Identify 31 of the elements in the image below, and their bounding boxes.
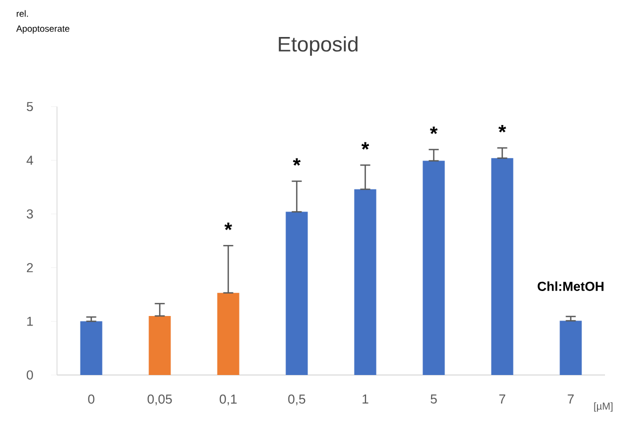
- chart-title: Etoposid: [278, 36, 358, 56]
- bar: [354, 189, 376, 375]
- text: rel. Apoptoserate: [16, 10, 70, 34]
- x-tick-label: 7: [499, 394, 506, 404]
- x-tick-label: 5: [430, 394, 437, 404]
- bar: [80, 321, 102, 375]
- y-tick-label: 2: [26, 263, 33, 272]
- bar: [148, 316, 171, 375]
- annotation: *: [498, 124, 506, 132]
- annotation: *: [361, 142, 370, 150]
- x-tick-label: 0,05: [148, 394, 172, 406]
- y-tick-label: 5: [26, 102, 33, 112]
- bar: [422, 160, 445, 375]
- bar: [217, 292, 240, 375]
- x-axis-title: [µM]: [594, 402, 612, 412]
- annotation: *: [292, 158, 301, 166]
- annotation: *: [224, 222, 232, 230]
- bar: [286, 212, 308, 375]
- bar: [491, 158, 514, 375]
- x-tick-label: 7: [568, 394, 574, 404]
- bar: [560, 320, 582, 375]
- y-tick-label: 3: [26, 209, 33, 219]
- x-tick-label: 0,1: [220, 394, 237, 406]
- y-tick-label: 1: [27, 316, 33, 326]
- x-tick-label: 0,5: [288, 394, 306, 406]
- x-tick-label: 1: [362, 394, 368, 404]
- x-tick-label: 0: [88, 394, 94, 404]
- y-tick-label: 0: [26, 370, 33, 380]
- y-tick-label: 4: [26, 156, 34, 165]
- annotation: Chl:MetOH: [538, 281, 604, 291]
- annotation: *: [430, 126, 438, 134]
